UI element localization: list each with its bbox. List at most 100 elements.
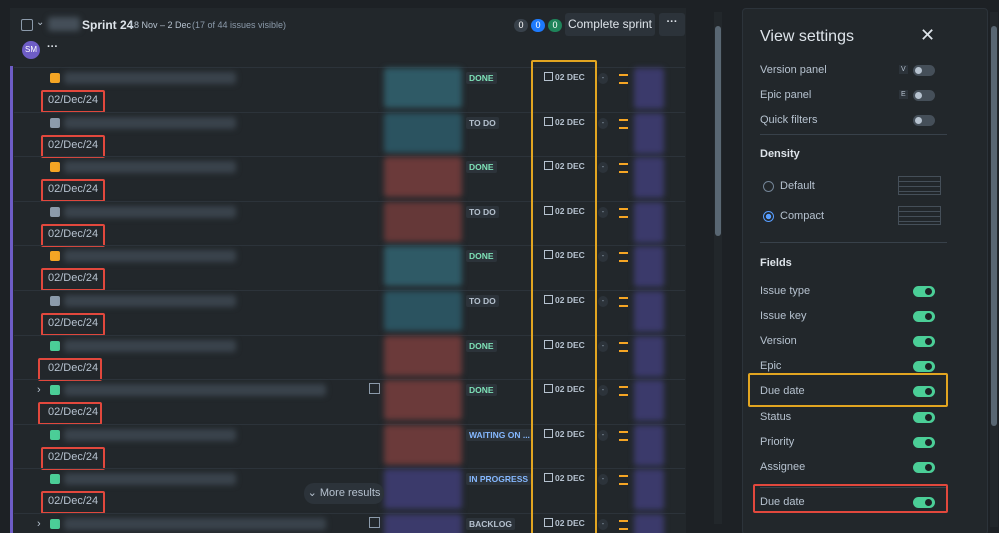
scroll-thumb[interactable] (715, 26, 721, 236)
assignee (634, 246, 664, 288)
status[interactable]: BACKLOG (466, 518, 515, 530)
date-text: 02 DEC (555, 295, 585, 305)
priority (619, 430, 628, 441)
date: 02 DEC (544, 250, 585, 260)
due-date: 02/Dec/24 (48, 450, 99, 463)
epic (384, 291, 462, 331)
radio[interactable] (763, 181, 774, 192)
radio-label: Default (780, 180, 815, 192)
toggle-knob (925, 463, 932, 471)
field-label: Due date (760, 385, 805, 398)
section-title: Density (760, 148, 800, 160)
calendar-icon (544, 518, 553, 527)
radio-label: Compact (780, 210, 825, 222)
toggle-knob (925, 338, 932, 346)
issue-type-icon (50, 519, 60, 529)
toggle[interactable] (913, 386, 935, 398)
toggle[interactable] (913, 461, 935, 473)
assignee (634, 291, 664, 332)
toggle-knob (925, 438, 932, 446)
story-points: - (598, 117, 608, 129)
date-text: 02 DEC (555, 384, 585, 395)
row-divider (14, 290, 685, 291)
date-highlight (531, 60, 597, 533)
issue-type-icon (50, 474, 60, 485)
field-label: Issue key (760, 310, 807, 323)
summary (64, 72, 236, 84)
story-points: - (598, 296, 608, 307)
row-divider (14, 468, 685, 470)
child-icon (369, 517, 380, 528)
row-divider (14, 111, 685, 113)
status[interactable]: TO DO (466, 295, 499, 307)
close-button[interactable]: ✕ (920, 25, 936, 45)
row-divider (14, 423, 685, 425)
status[interactable]: IN PROGRESS (466, 473, 532, 486)
epic (384, 68, 462, 108)
toggle[interactable] (913, 90, 935, 101)
toggle[interactable] (913, 336, 935, 348)
count-badge: 0 (548, 19, 562, 32)
status[interactable]: DONE (466, 72, 497, 84)
sprint-name: Sprint 24 (82, 18, 134, 32)
expand[interactable]: › (37, 384, 41, 397)
assignee (634, 157, 664, 199)
avatar[interactable]: SM (22, 41, 40, 59)
shortcut-key: V (899, 65, 908, 74)
toggle-knob (915, 92, 922, 99)
toggle-knob (925, 413, 932, 421)
toggle[interactable] (913, 115, 935, 126)
priority (619, 386, 628, 397)
summary (64, 518, 326, 530)
calendar-icon (544, 205, 553, 215)
status[interactable]: DONE (466, 250, 497, 263)
toggle[interactable] (913, 286, 935, 297)
toggle[interactable] (913, 497, 935, 508)
status[interactable]: TO DO (466, 116, 499, 129)
divider (760, 134, 947, 135)
date: 02 DEC (544, 339, 585, 350)
priority (619, 341, 628, 352)
more-button[interactable]: ··· (659, 13, 685, 36)
toggle[interactable] (913, 361, 935, 373)
toggle[interactable] (913, 436, 935, 448)
expand[interactable]: › (37, 518, 41, 530)
density-preview (898, 176, 941, 195)
calendar-icon (544, 428, 553, 438)
due-date: 02/Dec/24 (48, 272, 99, 285)
toggle-knob (925, 288, 932, 295)
avatar-more[interactable]: ··· (47, 41, 58, 53)
toggle[interactable] (913, 411, 935, 423)
checkbox[interactable] (21, 19, 33, 31)
complete-sprint-button[interactable]: Complete sprint (565, 13, 655, 36)
date: 02 DEC (544, 72, 585, 82)
field-label: Version (760, 335, 797, 348)
summary (64, 295, 236, 307)
toggle[interactable] (913, 65, 935, 76)
priority (619, 520, 628, 530)
epic (384, 469, 462, 510)
status[interactable]: TO DO (466, 205, 499, 218)
status[interactable]: DONE (466, 384, 497, 397)
assignee (634, 335, 664, 377)
assignee (634, 68, 664, 109)
radio[interactable] (763, 211, 774, 222)
section-title: Fields (760, 257, 792, 269)
status[interactable]: DONE (466, 161, 497, 174)
chevron[interactable]: ⌄ (36, 17, 45, 28)
date-text: 02 DEC (555, 428, 585, 439)
summary (64, 428, 236, 441)
issue-type-icon (50, 296, 60, 306)
toggle-knob (915, 117, 922, 124)
epic (384, 514, 462, 533)
blurred-key (48, 17, 80, 31)
row-divider (14, 200, 685, 202)
status[interactable]: WAITING ON ... (466, 428, 533, 441)
page-scroll-thumb[interactable] (991, 26, 997, 426)
toggle-knob (925, 313, 932, 321)
more-results[interactable]: ⌄ More results (304, 483, 384, 504)
status[interactable]: DONE (466, 339, 497, 352)
row-divider (14, 245, 685, 247)
date: 02 DEC (544, 518, 585, 528)
toggle[interactable] (913, 311, 935, 323)
